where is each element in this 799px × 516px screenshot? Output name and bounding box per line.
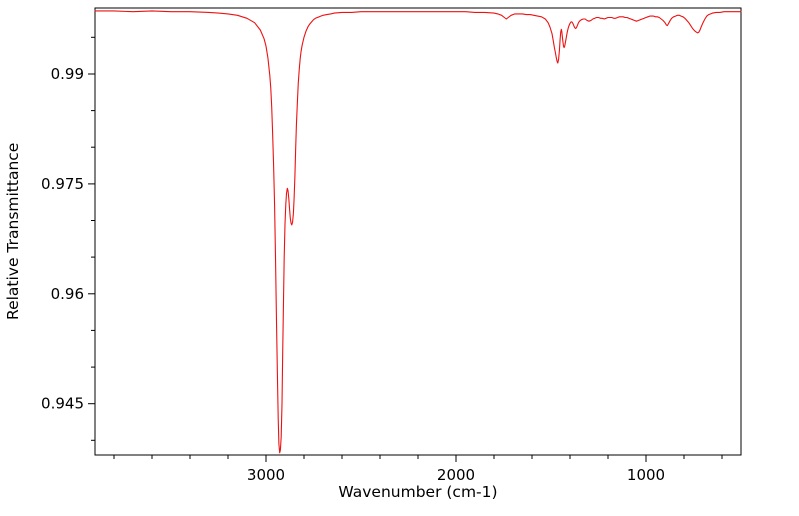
x-tick-label: 1000 bbox=[627, 466, 665, 484]
x-axis-title: Wavenumber (cm-1) bbox=[338, 483, 498, 501]
y-axis-title: Relative Transmittance bbox=[4, 142, 22, 321]
spectrum-line bbox=[94, 10, 742, 454]
y-tick-label: 0.945 bbox=[41, 395, 84, 413]
y-tick-label: 0.99 bbox=[51, 65, 84, 83]
x-tick-label: 2000 bbox=[437, 466, 475, 484]
y-tick-label: 0.96 bbox=[51, 285, 84, 303]
plot-frame bbox=[94, 7, 742, 456]
x-tick-label: 3000 bbox=[247, 466, 285, 484]
y-tick-label: 0.975 bbox=[41, 175, 84, 193]
